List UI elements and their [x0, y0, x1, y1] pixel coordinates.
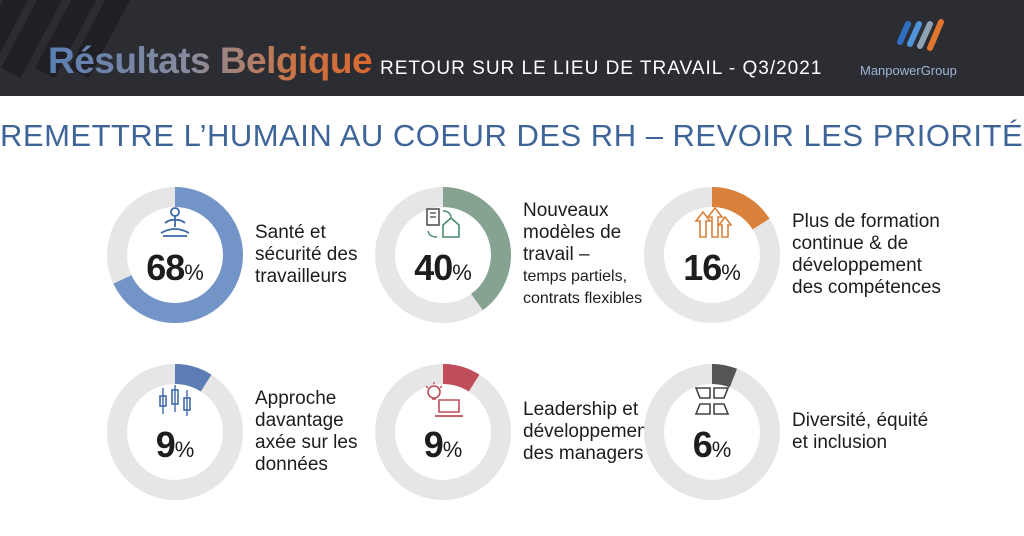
- headline: REMETTRE L’HUMAIN AU COEUR DES RH – REVO…: [0, 118, 1024, 153]
- data-label-value: 40: [414, 247, 453, 288]
- chart-item: 68% Santé et sécurité des travailleurs: [105, 185, 435, 335]
- category-label-line: des managers: [523, 443, 644, 464]
- category-label-line: données: [255, 454, 328, 475]
- donut-value-arc: [107, 187, 243, 323]
- donut-chart: [644, 187, 780, 323]
- meditation-icon: [155, 205, 195, 241]
- donut-chart: [375, 187, 511, 323]
- category-label-line: temps partiels,: [523, 268, 628, 285]
- data-label-value: 6: [692, 424, 713, 465]
- category-label-line: travail –: [523, 244, 590, 265]
- donut-chart: [375, 364, 511, 500]
- data-label-value: 16: [683, 247, 722, 288]
- data-label-value: 9: [423, 424, 444, 465]
- joined-hands-icon: [692, 382, 732, 418]
- category-label-line: travailleurs: [255, 266, 347, 287]
- data-label-value: 68: [146, 247, 185, 288]
- data-label-unit: %: [184, 260, 204, 285]
- growth-arrows-icon: [692, 205, 733, 241]
- page-title: Résultats Belgique: [48, 40, 373, 81]
- donut-chart: [644, 364, 780, 500]
- category-label: Santé et sécurité des travailleurs: [255, 222, 357, 288]
- donut-value-arc: [107, 364, 243, 500]
- category-label: Plus de formation continue & de développem…: [792, 211, 941, 299]
- logo-mark-icon: [897, 19, 944, 51]
- category-label-line: sécurité des: [255, 244, 358, 265]
- data-label-unit: %: [711, 437, 732, 462]
- data-label-unit: %: [442, 437, 463, 462]
- category-label: Nouveaux modèles de travail – temps partiel…: [523, 200, 642, 310]
- category-label-line: contrats flexibles: [523, 290, 643, 307]
- category-label-line: Nouveaux: [523, 200, 609, 221]
- data-label: 9%: [105, 424, 245, 466]
- category-label-line: continue & de: [792, 233, 909, 254]
- page-subtitle: RETOUR SUR LE LIEU DE TRAVAIL - Q3/2021: [380, 58, 823, 79]
- donut-value-arc: [644, 187, 780, 323]
- category-label: Approche davantage axée sur les données: [255, 388, 357, 476]
- category-label-line: davantage: [255, 410, 344, 431]
- office-home-icon: [423, 205, 463, 241]
- category-label: Leadership et développement des managers: [523, 399, 653, 465]
- category-label: Diversité, équité et inclusion: [792, 410, 928, 454]
- data-label-value: 9: [155, 424, 176, 465]
- category-label-line: développement: [792, 255, 922, 276]
- category-label-line: Approche: [255, 388, 337, 409]
- donut-value-arc: [644, 364, 780, 500]
- chart-item: 9% Approche davantage axée sur les données: [105, 362, 435, 512]
- data-label-unit: %: [174, 437, 195, 462]
- data-label: 68%: [105, 247, 245, 289]
- candlestick-chart-icon: [155, 382, 195, 418]
- chart-item: 40% Nouveaux modèles de travail – temps part…: [373, 185, 703, 335]
- chart-item: 9% Leadership et développement des managers: [373, 362, 703, 512]
- idea-laptop-icon: [423, 382, 463, 418]
- data-label-unit: %: [721, 260, 741, 285]
- chart-item: 6% Diversité, équité et inclusion: [642, 362, 972, 512]
- header-banner: Résultats Belgique RETOUR SUR LE LIEU DE…: [0, 0, 1024, 96]
- data-label: 16%: [642, 247, 782, 289]
- category-label-line: Leadership et: [523, 399, 639, 420]
- manpowergroup-logo: ManpowerGroup: [860, 14, 980, 84]
- category-label-line: modèles de: [523, 222, 622, 243]
- donut-chart: [107, 187, 243, 323]
- category-label-line: Santé et: [255, 222, 326, 243]
- donut-value-arc: [375, 364, 511, 500]
- data-label-unit: %: [452, 260, 472, 285]
- category-label-line: axée sur les: [255, 432, 358, 453]
- data-label: 9%: [373, 424, 513, 466]
- logo-text: ManpowerGroup: [860, 63, 957, 78]
- donut-chart: [107, 364, 243, 500]
- data-label: 6%: [642, 424, 782, 466]
- category-label-line: des compétences: [792, 277, 941, 298]
- data-label: 40%: [373, 247, 513, 289]
- category-label-line: développement: [523, 421, 653, 442]
- category-label-line: Plus de formation: [792, 211, 940, 232]
- donut-value-arc: [375, 187, 511, 323]
- chart-item: 16% Plus de formation continue & de dévelop…: [642, 185, 972, 335]
- category-label-line: et inclusion: [792, 432, 888, 453]
- category-label-line: Diversité, équité: [792, 410, 929, 431]
